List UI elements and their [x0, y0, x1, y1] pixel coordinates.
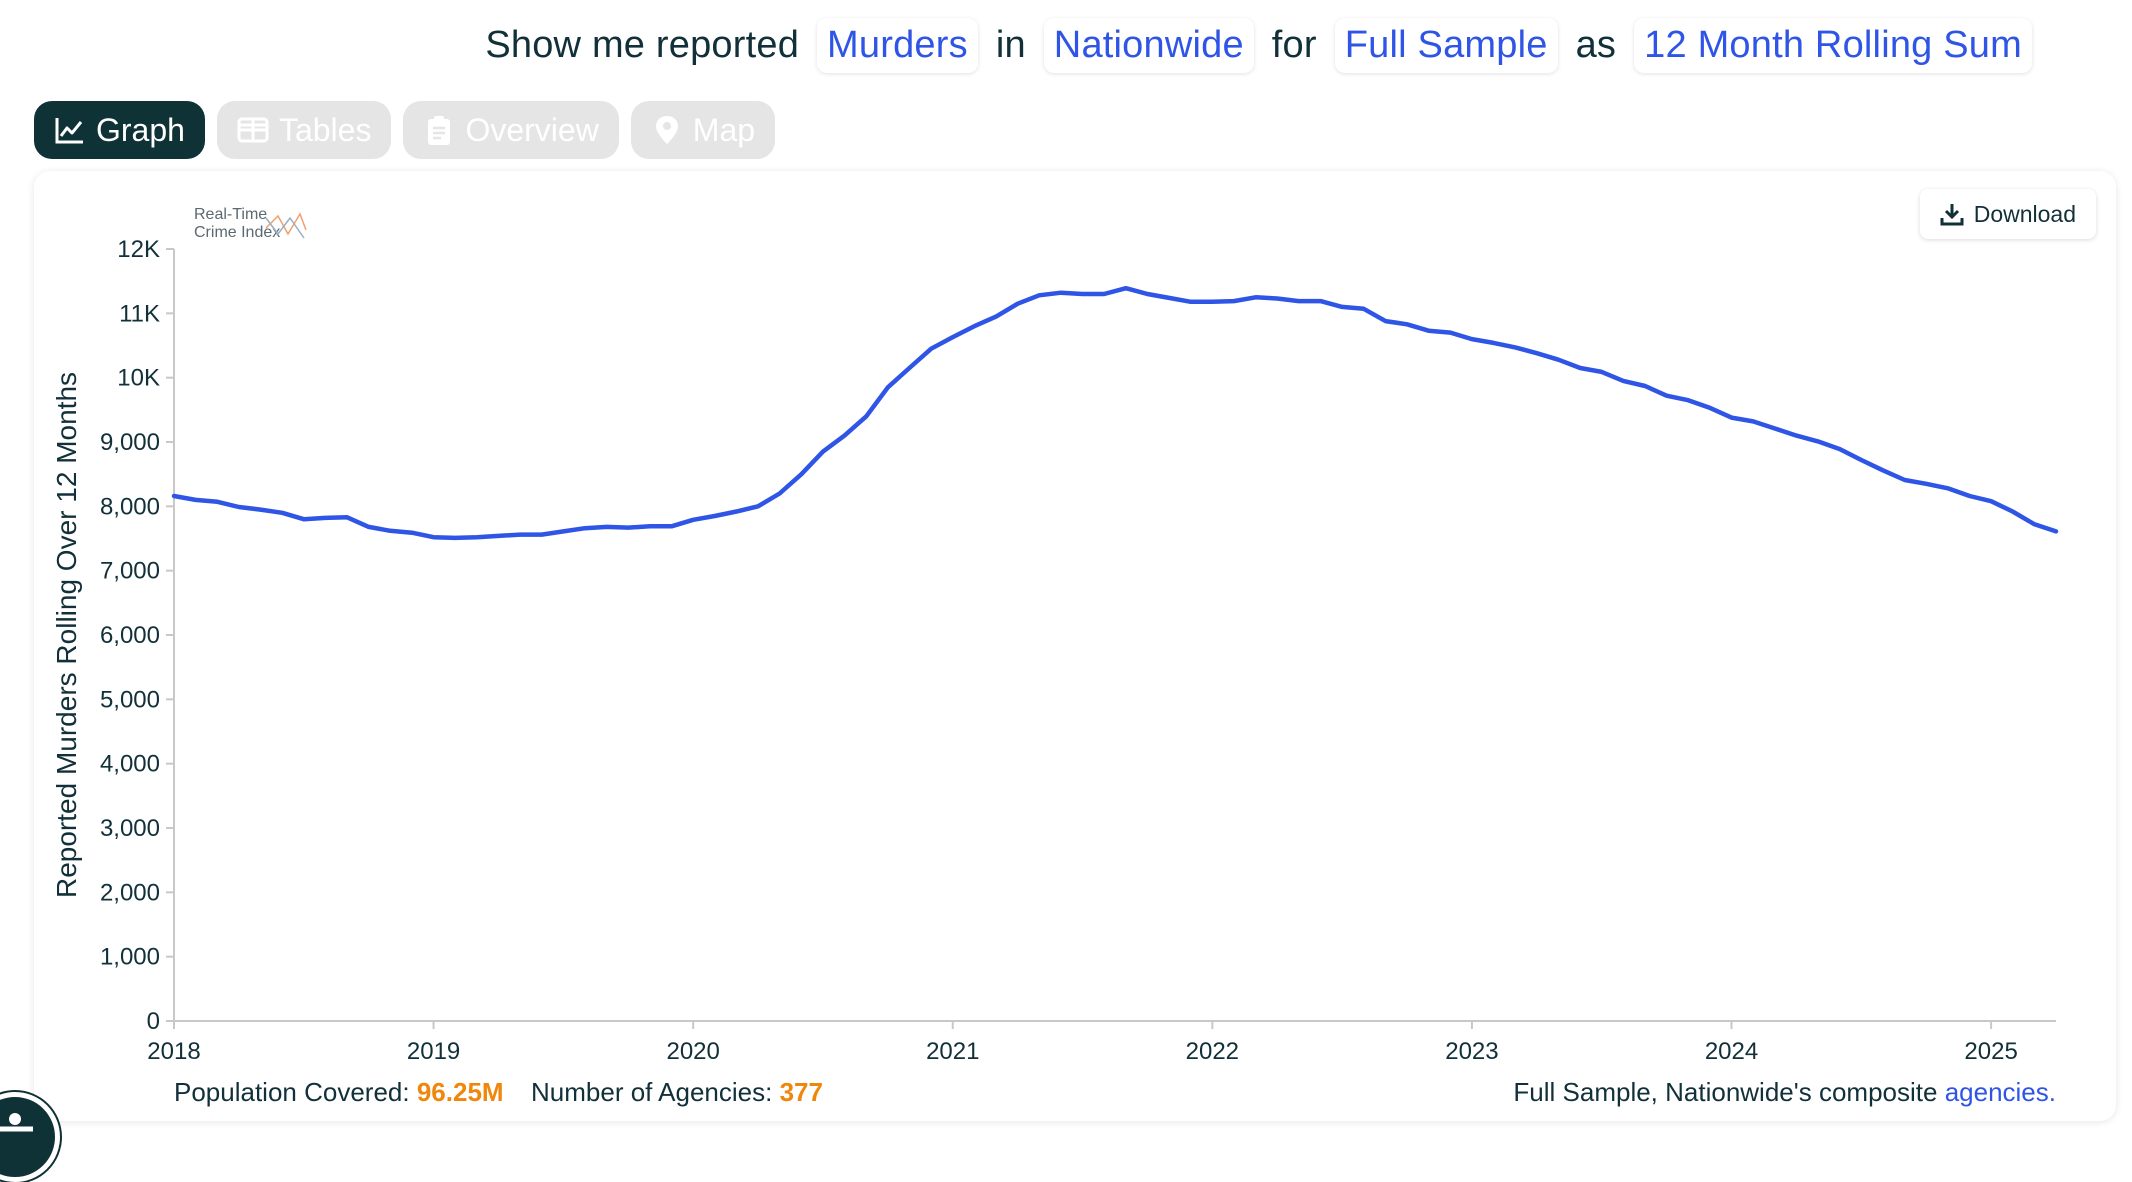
query-in-text: in: [995, 23, 1026, 66]
download-icon: [1940, 204, 1964, 226]
tab-tables-label: Tables: [278, 111, 372, 148]
query-lead-text: Show me reported: [485, 23, 800, 66]
tab-overview-label: Overview: [465, 111, 599, 148]
tab-map[interactable]: Map: [630, 101, 776, 159]
download-label: Download: [1973, 200, 2076, 227]
query-for-text: for: [1271, 23, 1317, 66]
crime-selector[interactable]: Murders: [817, 17, 978, 73]
table-icon: [237, 117, 269, 143]
logo-mark-icon: [265, 212, 307, 239]
y-tick-label: 7,000: [100, 558, 160, 585]
population-label: Population Covered:: [174, 1077, 410, 1107]
population-covered: Population Covered: 96.25M: [174, 1077, 504, 1108]
y-axis-label: Reported Murders Rolling Over 12 Months: [51, 372, 82, 898]
accessibility-widget-button[interactable]: [0, 1092, 60, 1182]
y-tick-label: 9,000: [100, 429, 160, 456]
tab-overview[interactable]: Overview: [403, 101, 619, 159]
sample-selector[interactable]: Full Sample: [1334, 17, 1558, 73]
tab-graph-label: Graph: [96, 111, 185, 148]
clipboard-icon: [428, 116, 451, 145]
download-button[interactable]: Download: [1919, 189, 2096, 239]
x-tick-label: 2025: [1964, 1038, 2017, 1065]
agencies-value: 377: [779, 1077, 823, 1107]
tab-map-label: Map: [692, 111, 756, 148]
tab-tables[interactable]: Tables: [216, 101, 392, 159]
composite-note: Full Sample, Nationwide's composite agen…: [1513, 1077, 2056, 1108]
measure-selector[interactable]: 12 Month Rolling Sum: [1634, 17, 2032, 73]
graph-card: 0 1,000 2,000 3,000 4,000 5,000 6,000 7,000 8,00…: [34, 171, 2116, 1121]
agencies-label: Number of Agencies:: [531, 1077, 773, 1107]
y-tick-label: 4,000: [100, 751, 160, 778]
y-tick-label: 10K: [117, 365, 160, 392]
y-tick-label: 3,000: [100, 815, 160, 842]
x-tick-label: 2023: [1445, 1038, 1498, 1065]
location-selector[interactable]: Nationwide: [1043, 17, 1254, 73]
population-value: 96.25M: [416, 1077, 504, 1107]
query-sentence: Show me reported Murders in Nationwide f…: [485, 14, 2032, 76]
line-chart: 0 1,000 2,000 3,000 4,000 5,000 6,000 7,000 8,00…: [51, 236, 2059, 1065]
view-tabs: Graph Tables Overview Map: [34, 101, 776, 159]
tab-graph[interactable]: Graph: [34, 101, 205, 159]
real-time-crime-index-logo: Real-Time Crime Index: [194, 206, 307, 242]
accessibility-icon: [0, 1113, 33, 1132]
agencies-link[interactable]: agencies.: [1944, 1077, 2056, 1107]
map-pin-icon: [655, 116, 678, 144]
query-as-text: as: [1575, 23, 1617, 66]
y-tick-label: 1,000: [100, 944, 160, 971]
x-tick-label: 2018: [147, 1038, 200, 1065]
logo-line2: Crime Index: [194, 224, 281, 241]
y-tick-label: 6,000: [100, 622, 160, 649]
x-tick-label: 2022: [1186, 1038, 1239, 1065]
y-tick-label: 8,000: [100, 493, 160, 520]
composite-text: Full Sample, Nationwide's composite: [1513, 1077, 1938, 1107]
y-tick-label: 0: [147, 1008, 160, 1035]
y-tick-label: 11K: [119, 300, 160, 327]
logo-line1: Real-Time: [194, 206, 268, 223]
series-line: [171, 285, 2059, 541]
y-tick-label: 12K: [117, 236, 160, 263]
x-tick-label: 2024: [1705, 1038, 1758, 1065]
y-tick-label: 5,000: [100, 686, 160, 713]
x-tick-label: 2019: [407, 1038, 460, 1065]
number-of-agencies: Number of Agencies: 377: [531, 1077, 823, 1108]
x-tick-label: 2021: [926, 1038, 979, 1065]
y-tick-label: 2,000: [100, 879, 160, 906]
line-chart-icon: [55, 118, 83, 144]
x-tick-label: 2020: [666, 1038, 719, 1065]
